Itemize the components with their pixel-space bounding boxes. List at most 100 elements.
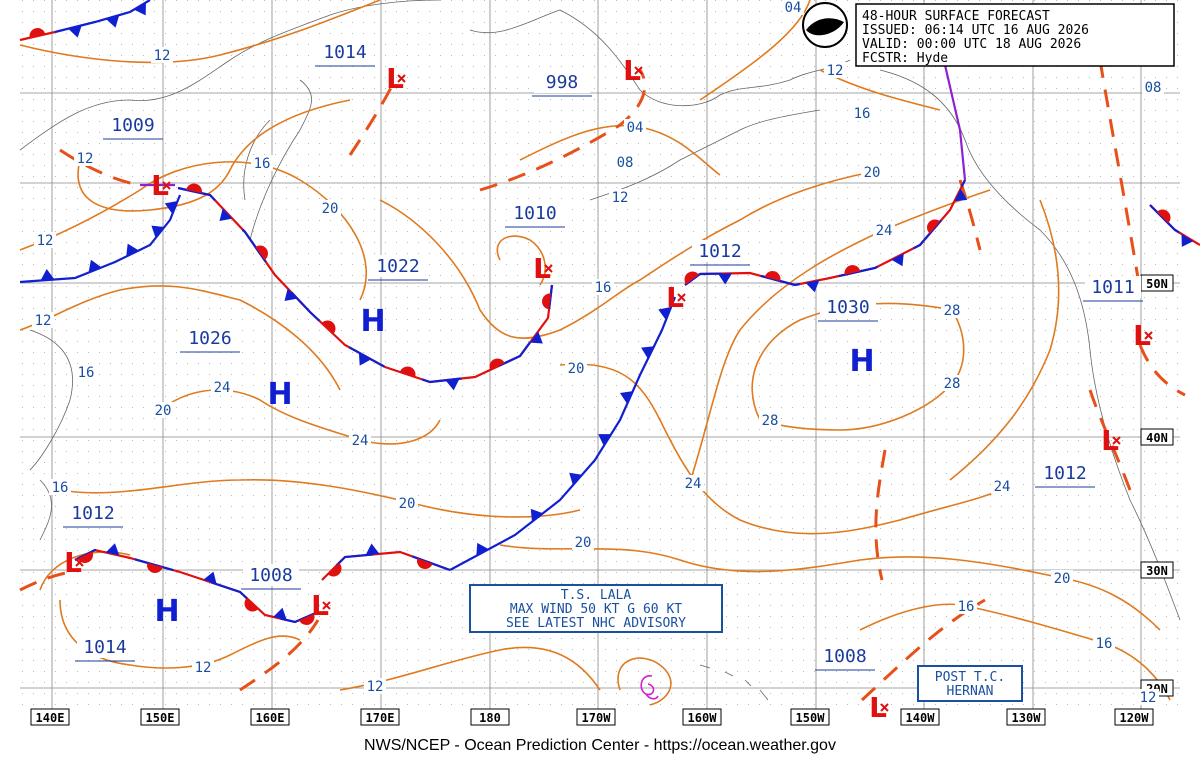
pressure-label: 1008 <box>823 646 866 667</box>
pressure-label: 1010 <box>513 203 556 224</box>
low-center: L <box>1101 424 1119 457</box>
annotation-line: MAX WIND 50 KT G 60 KT <box>510 602 682 617</box>
isobar-label: 04 <box>627 120 644 136</box>
pressure-label: 1012 <box>698 241 741 262</box>
longitude-label: 160E <box>256 711 285 725</box>
isobar-label-bg <box>572 534 594 550</box>
isobar-label: 16 <box>1096 636 1113 652</box>
isobar-label-bg <box>396 495 418 511</box>
warm-front-symbol <box>417 558 433 569</box>
low-center: L <box>311 589 329 622</box>
pressure-label-bg <box>507 202 563 224</box>
pressure-label: 1030 <box>826 297 869 318</box>
longitude-label: 170W <box>582 711 612 725</box>
longitude-label: 160W <box>688 711 718 725</box>
isobar-label: 16 <box>595 280 612 296</box>
header-line: ISSUED: 06:14 UTC 16 AUG 2026 <box>862 23 1089 38</box>
pressure-label-bg <box>1037 462 1093 484</box>
isobar-label-bg <box>1137 689 1159 705</box>
isobar-label-bg <box>759 412 781 428</box>
cold-front-symbol <box>68 25 82 38</box>
fronts <box>19 0 1200 625</box>
cold-front-symbol <box>88 259 102 273</box>
low-x <box>1144 331 1153 340</box>
pressure-label-bg <box>77 636 133 658</box>
high-center: H <box>849 344 874 379</box>
longitude-label: 130W <box>1012 711 1042 725</box>
low-x <box>677 293 686 302</box>
noaa-logo <box>802 2 848 48</box>
warm-front-symbol <box>327 562 342 577</box>
isobar-label: 20 <box>568 361 585 377</box>
isobar-label: 16 <box>254 156 271 172</box>
cold-front-symbol <box>105 543 120 556</box>
isobar-label-bg <box>151 47 173 63</box>
isobar-label: 28 <box>944 303 961 319</box>
low-center: L <box>533 252 551 285</box>
header-line: 48-HOUR SURFACE FORECAST <box>862 9 1050 24</box>
isobar-label: 24 <box>352 433 369 449</box>
isobar-label: 12 <box>35 313 52 329</box>
cold-front-symbol <box>891 253 904 267</box>
pressure-label-bg <box>105 114 161 136</box>
isobar-label-bg <box>75 364 97 380</box>
pressure-label: 1022 <box>376 256 419 277</box>
cold-front-symbol <box>203 571 217 585</box>
warm-front-symbol <box>29 28 46 38</box>
isobar-label: 20 <box>575 535 592 551</box>
coastlines <box>19 0 1181 701</box>
high-center: H <box>154 594 179 629</box>
warm-front-symbol <box>684 271 699 285</box>
warm-front-symbol <box>321 320 336 334</box>
header-line: VALID: 00:00 UTC 18 AUG 2026 <box>862 37 1081 52</box>
warm-front-symbol <box>844 265 861 275</box>
isobar-label-bg <box>682 475 704 491</box>
cold-front-symbol <box>365 543 380 556</box>
isobar-label-bg <box>955 598 977 614</box>
longitude-box <box>470 708 510 726</box>
warm-front-symbol <box>542 293 551 310</box>
high-center: H <box>267 377 292 412</box>
longitude-box <box>900 708 940 726</box>
low-x <box>162 181 171 190</box>
longitude-label: 170E <box>366 711 395 725</box>
longitude-box <box>360 708 400 726</box>
isobar-label-bg <box>782 0 804 15</box>
isobar-label-bg <box>349 432 371 448</box>
pressure-label: 1012 <box>71 503 114 524</box>
low-x <box>634 66 643 75</box>
cold-front-symbol <box>658 306 672 321</box>
pressure-label-bg <box>820 296 876 318</box>
isobar-label: 12 <box>827 63 844 79</box>
cold-front-symbol <box>476 542 489 556</box>
isobar-label-bg <box>364 678 386 694</box>
cold-front-symbol <box>133 2 147 16</box>
annotation-box <box>917 665 1023 702</box>
longitude-label: 150W <box>796 711 826 725</box>
isobar-label: 28 <box>944 376 961 392</box>
low-x <box>322 601 331 610</box>
isobar-label: 04 <box>785 0 802 16</box>
warm-front-symbol <box>1156 209 1171 224</box>
longitude-label: 140E <box>36 711 65 725</box>
low-x <box>1112 436 1121 445</box>
low-x <box>880 703 889 712</box>
cold-front-symbol <box>529 331 543 344</box>
isobar-label: 20 <box>1054 571 1071 587</box>
isobar-label: 20 <box>322 201 339 217</box>
isobar-label: 12 <box>195 660 212 676</box>
isobar-label-bg <box>941 375 963 391</box>
latitude-box <box>1140 561 1174 579</box>
pressure-label-bg <box>370 255 426 277</box>
pressure-label-bg <box>243 564 299 586</box>
cold-front-symbol <box>641 346 655 359</box>
low-center: L <box>869 691 887 724</box>
cold-front-symbol <box>530 508 544 522</box>
labels: 140E 150E 160E 170E 180 170W 160W 150W 140W 130W 1… <box>30 0 1174 726</box>
high-center: H <box>360 304 385 339</box>
isobar-label: 12 <box>77 151 94 167</box>
low-center: L <box>666 281 684 314</box>
low-center: L <box>151 169 169 202</box>
isobar-label-bg <box>319 200 341 216</box>
